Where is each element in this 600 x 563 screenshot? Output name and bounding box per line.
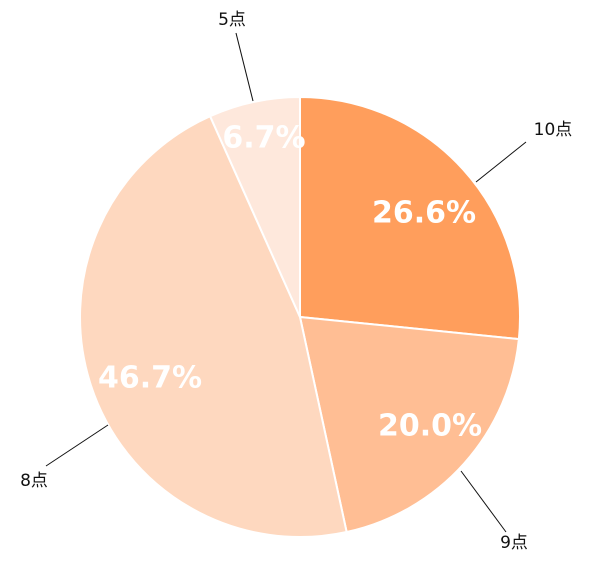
slice-percentage-label: 26.6% <box>372 196 476 231</box>
pie-slice <box>299 95 521 341</box>
slice-percentage-label: 46.7% <box>98 361 202 396</box>
pie-slice <box>298 315 520 534</box>
percentage-labels: 26.6% 20.0% 46.7% 6.7% <box>98 121 482 444</box>
pie-slice <box>79 114 348 538</box>
pie-slice <box>208 95 301 318</box>
leader-line <box>475 141 527 183</box>
leader-lines <box>45 32 527 533</box>
slice-percentage-label: 20.0% <box>378 409 482 444</box>
pie-slices <box>79 95 521 538</box>
leader-line <box>460 470 507 533</box>
slice-category-label: 10点 <box>534 120 573 140</box>
slice-category-label: 9点 <box>500 533 528 553</box>
leader-line <box>235 32 254 102</box>
slice-category-label: 5点 <box>218 10 246 30</box>
slice-category-label: 8点 <box>20 471 48 491</box>
category-labels: 10点 9点 8点 5点 <box>20 10 572 553</box>
slice-percentage-label: 6.7% <box>222 121 305 156</box>
leader-line <box>45 424 109 467</box>
